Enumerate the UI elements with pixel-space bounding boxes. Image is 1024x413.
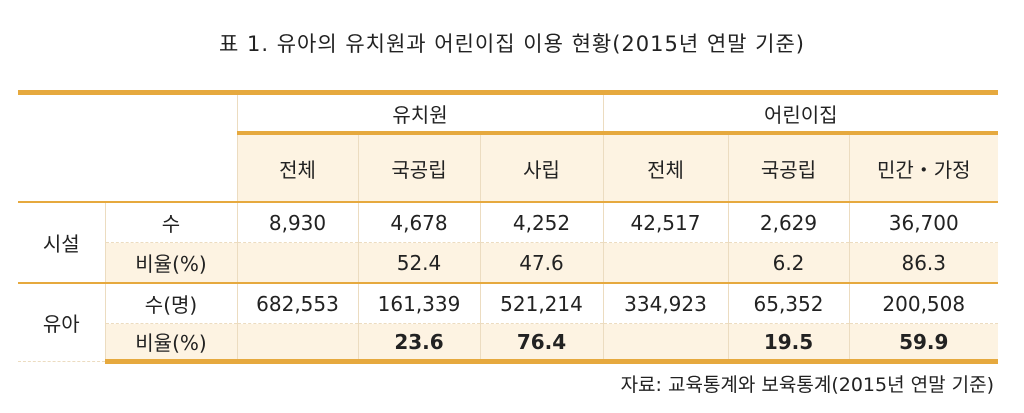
- data-cell: 19.5: [727, 323, 850, 364]
- row-label: 비율(%): [105, 323, 238, 364]
- data-cell: 76.4: [479, 323, 604, 364]
- data-cell: [602, 242, 729, 284]
- data-row: 비율(%) 52.4 47.6 6.2 86.3: [18, 242, 998, 284]
- data-cell: 47.6: [479, 242, 604, 284]
- column-header: 사립: [479, 133, 604, 203]
- data-cell: [236, 242, 359, 284]
- data-cell: 4,252: [479, 201, 604, 243]
- row-label: 수: [104, 201, 238, 243]
- data-row: 비율(%) 23.6 76.4 19.5 59.9: [18, 323, 998, 364]
- source-note: 자료: 교육통계와 보육통계(2015년 연말 기준): [620, 374, 994, 396]
- data-cell: [236, 323, 359, 364]
- data-cell: 23.6: [357, 323, 481, 364]
- column-header: 전체: [602, 133, 729, 203]
- data-cell: 521,214: [479, 282, 604, 324]
- group-header: 어린이집: [602, 90, 998, 135]
- data-cell: 2,629: [727, 201, 850, 243]
- data-row: 시설 수 8,930 4,678 4,252 42,517 2,629 36,700: [18, 201, 998, 284]
- section-label: 유아: [18, 282, 106, 362]
- corner-cell: [18, 90, 238, 133]
- table: 유치원 어린이집 전체 국공립 사립 전체 국공립 민간・가정 시설 수 8,930 4,678 4,2…: [18, 90, 998, 364]
- corner-cell: [18, 133, 238, 203]
- data-row: 유아 수(명) 682,553 161,339 521,214 334,923 65,352…: [18, 282, 998, 362]
- data-cell: 52.4: [357, 242, 481, 284]
- data-cell: 36,700: [848, 201, 998, 243]
- data-cell: 65,352: [727, 282, 850, 324]
- data-cell: 6.2: [727, 242, 850, 284]
- data-cell: 8,930: [236, 201, 359, 243]
- data-cell: 200,508: [848, 282, 998, 324]
- column-header: 전체: [236, 133, 359, 203]
- table-title: 표 1. 유아의 유치원과 어린이집 이용 현황(2015년 연말 기준): [219, 32, 805, 56]
- header-row: 전체 국공립 사립 전체 국공립 민간・가정: [18, 133, 998, 203]
- data-cell: 59.9: [848, 323, 998, 364]
- data-cell: 86.3: [848, 242, 998, 284]
- section-label: 시설: [18, 201, 106, 284]
- column-header: 국공립: [727, 133, 850, 203]
- column-header: 민간・가정: [848, 133, 998, 203]
- data-cell: 334,923: [602, 282, 729, 324]
- row-label: 수(명): [104, 282, 238, 324]
- column-header: 국공립: [357, 133, 481, 203]
- header-row: 유치원 어린이집: [18, 90, 998, 135]
- group-header: 유치원: [236, 90, 604, 135]
- data-cell: [602, 323, 729, 364]
- data-cell: 42,517: [602, 201, 729, 243]
- row-label: 비율(%): [105, 242, 238, 284]
- data-cell: 161,339: [357, 282, 481, 324]
- data-cell: 682,553: [236, 282, 359, 324]
- data-cell: 4,678: [357, 201, 481, 243]
